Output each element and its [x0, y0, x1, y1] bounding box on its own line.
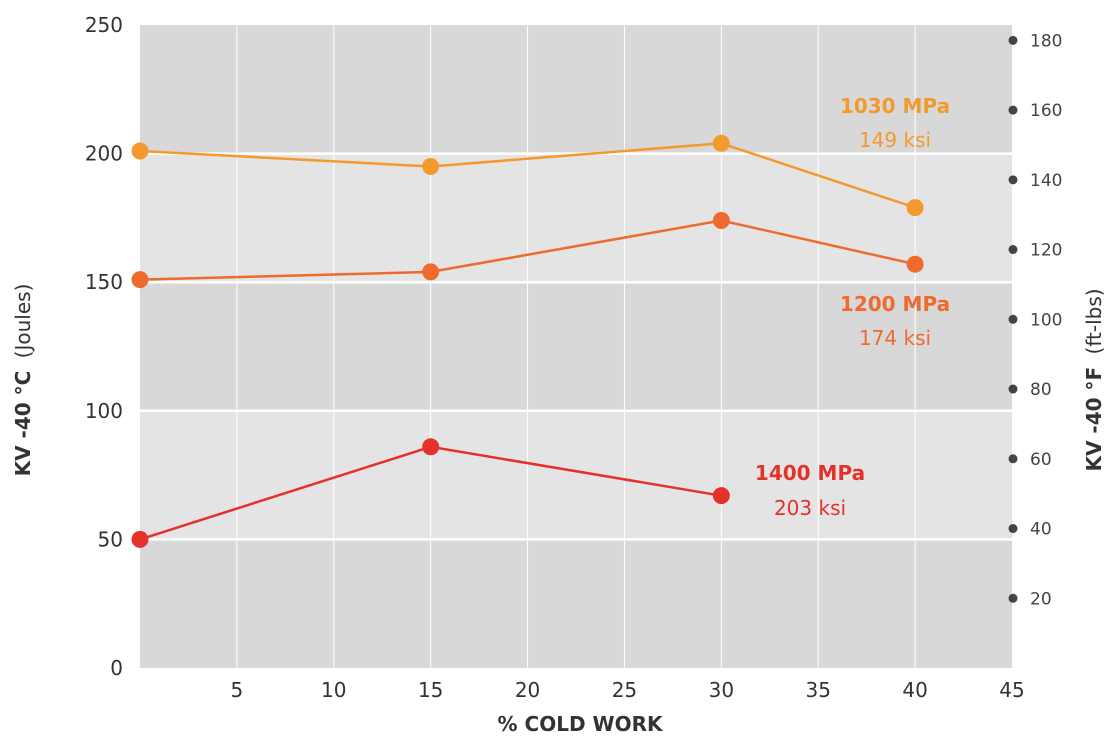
- data-point: [712, 211, 730, 229]
- x-tick-label: 30: [709, 678, 734, 702]
- series-label-name: 1200 MPa: [840, 292, 950, 316]
- y2-tick-label: 100: [1030, 310, 1062, 330]
- series-line: [139, 142, 916, 209]
- y-tick-label: 100: [85, 399, 123, 423]
- gridlines: [140, 25, 1012, 668]
- y2-tick-label: 120: [1030, 241, 1062, 261]
- data-point: [906, 199, 924, 217]
- y-tick-label: 250: [85, 13, 123, 37]
- y2-tick-dot: [1008, 175, 1018, 185]
- x-axis-title: % COLD WORK: [498, 712, 664, 736]
- data-point: [712, 134, 730, 152]
- x-tick-label: 15: [418, 678, 443, 702]
- x-tick-label: 25: [612, 678, 637, 702]
- x-tick-label: 35: [805, 678, 830, 702]
- series-label-ksi: 174 ksi: [859, 326, 931, 350]
- y-axis-title-unit: (Joules): [11, 284, 35, 359]
- y2-tick-label: 80: [1030, 380, 1052, 400]
- y2-axis-title-unit: (ft-lbs): [1082, 288, 1106, 354]
- y2-tick-dot: [1008, 35, 1018, 45]
- background-band: [140, 539, 1012, 668]
- y-tick-label: 0: [110, 656, 123, 680]
- y-tick-label: 200: [85, 142, 123, 166]
- y2-tick-dot: [1008, 593, 1018, 603]
- data-point: [131, 530, 149, 548]
- series-labels: 1030 MPa 149 ksi 1200 MPa 174 ksi 1400 MPa 20…: [755, 94, 950, 520]
- y2-tick-label: 140: [1030, 171, 1062, 191]
- y2-tick-label: 40: [1030, 520, 1052, 540]
- data-point: [131, 271, 149, 289]
- series-group: [131, 134, 924, 548]
- y2-axis-title: KV -40 °F (ft-lbs): [1082, 288, 1106, 471]
- y2-tick-label: 60: [1030, 450, 1052, 470]
- y2-tick-label: 160: [1030, 101, 1062, 121]
- data-point: [422, 157, 440, 175]
- background-band: [140, 25, 1012, 154]
- plot-background: [140, 25, 1012, 668]
- y-tick-label: 50: [98, 527, 123, 551]
- y2-tick-dot: [1008, 524, 1018, 534]
- y2-tick-dot: [1008, 384, 1018, 394]
- y2-axis-ticks: 20 40 60 80 100 120 140 160 180: [1008, 31, 1062, 609]
- y2-tick-dot: [1008, 105, 1018, 115]
- y2-tick-dot: [1008, 454, 1018, 464]
- x-tick-label: 10: [321, 678, 346, 702]
- series-label-ksi: 149 ksi: [859, 128, 931, 152]
- data-point: [422, 438, 440, 456]
- y2-tick-dot: [1008, 245, 1018, 255]
- series-line: [139, 219, 916, 281]
- background-band: [140, 153, 1012, 283]
- y-tick-label: 150: [85, 270, 123, 294]
- background-band: [140, 282, 1012, 411]
- data-point: [712, 487, 730, 505]
- data-point: [422, 263, 440, 281]
- data-point: [906, 255, 924, 273]
- series-label-name: 1030 MPa: [840, 94, 950, 118]
- y2-tick-dot: [1008, 314, 1018, 324]
- series-label-name: 1400 MPa: [755, 461, 865, 485]
- background-band: [140, 410, 1012, 540]
- x-tick-label: 5: [231, 678, 244, 702]
- y-axis-title: KV -40 °C (Joules): [11, 284, 35, 477]
- x-tick-label: 20: [515, 678, 540, 702]
- y2-tick-label: 180: [1030, 31, 1062, 51]
- y-axis-title-bold: KV -40 °C: [11, 371, 35, 477]
- x-tick-label: 40: [902, 678, 927, 702]
- y2-tick-label: 20: [1030, 589, 1052, 609]
- x-axis-ticks: 5 10 15 20 25 30 35 40 45: [231, 678, 1025, 702]
- y2-axis-title-bold: KV -40 °F: [1082, 367, 1106, 472]
- x-tick-label: 45: [999, 678, 1024, 702]
- series-label-ksi: 203 ksi: [774, 496, 846, 520]
- data-point: [131, 142, 149, 160]
- y-axis-ticks: 0 50 100 150 200 250: [85, 13, 123, 680]
